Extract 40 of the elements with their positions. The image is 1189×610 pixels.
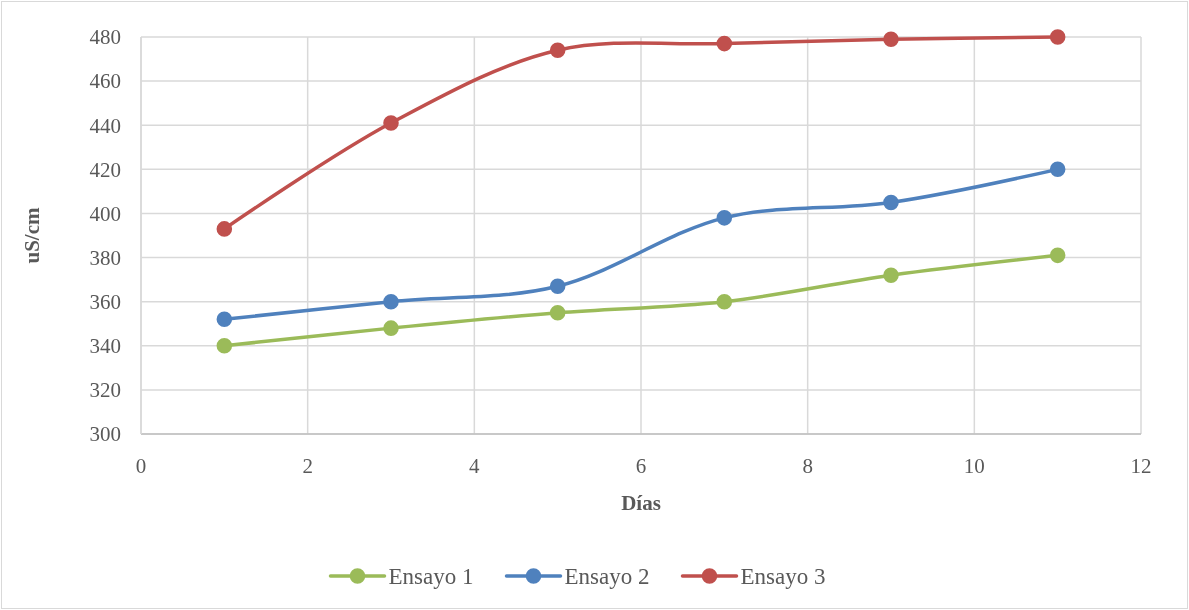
point xyxy=(1049,247,1066,264)
point xyxy=(216,221,233,237)
point xyxy=(1049,161,1066,178)
x-tick-label: 12 xyxy=(1130,454,1152,479)
point xyxy=(1049,29,1066,45)
x-axis-title: Días xyxy=(621,491,661,516)
point xyxy=(549,278,566,294)
point xyxy=(216,311,233,328)
x-tick-label: 10 xyxy=(963,454,985,479)
point xyxy=(383,320,399,336)
y-tick-label: 440 xyxy=(89,113,121,138)
point xyxy=(883,31,899,47)
point xyxy=(716,35,733,52)
point xyxy=(383,293,399,310)
y-tick-label: 340 xyxy=(89,334,121,359)
point xyxy=(716,293,733,310)
legend-label: Ensayo 1 xyxy=(388,564,474,590)
y-tick-label: 460 xyxy=(89,69,121,94)
legend-label: Ensayo 2 xyxy=(564,564,650,590)
point xyxy=(883,194,899,211)
y-tick-label: 380 xyxy=(89,245,121,270)
point xyxy=(216,338,233,354)
legend-label: Ensayo 3 xyxy=(740,564,826,590)
point xyxy=(383,115,399,131)
y-tick-label: 420 xyxy=(89,157,121,182)
x-tick-label: 6 xyxy=(635,454,647,479)
x-tick-label: 2 xyxy=(302,454,313,479)
point xyxy=(549,304,566,321)
x-tick-label: 0 xyxy=(135,454,147,479)
y-tick-label: 320 xyxy=(89,378,121,403)
y-tick-label: 400 xyxy=(89,201,121,226)
y-tick-label: 360 xyxy=(89,290,121,315)
y-axis-title: uS/cm xyxy=(20,206,45,264)
y-tick-label: 480 xyxy=(89,25,121,50)
x-tick-label: 4 xyxy=(469,454,481,479)
x-tick-label: 8 xyxy=(802,454,813,479)
point xyxy=(716,210,733,226)
point xyxy=(883,267,899,283)
point xyxy=(549,42,566,58)
y-tick-label: 300 xyxy=(89,422,121,447)
